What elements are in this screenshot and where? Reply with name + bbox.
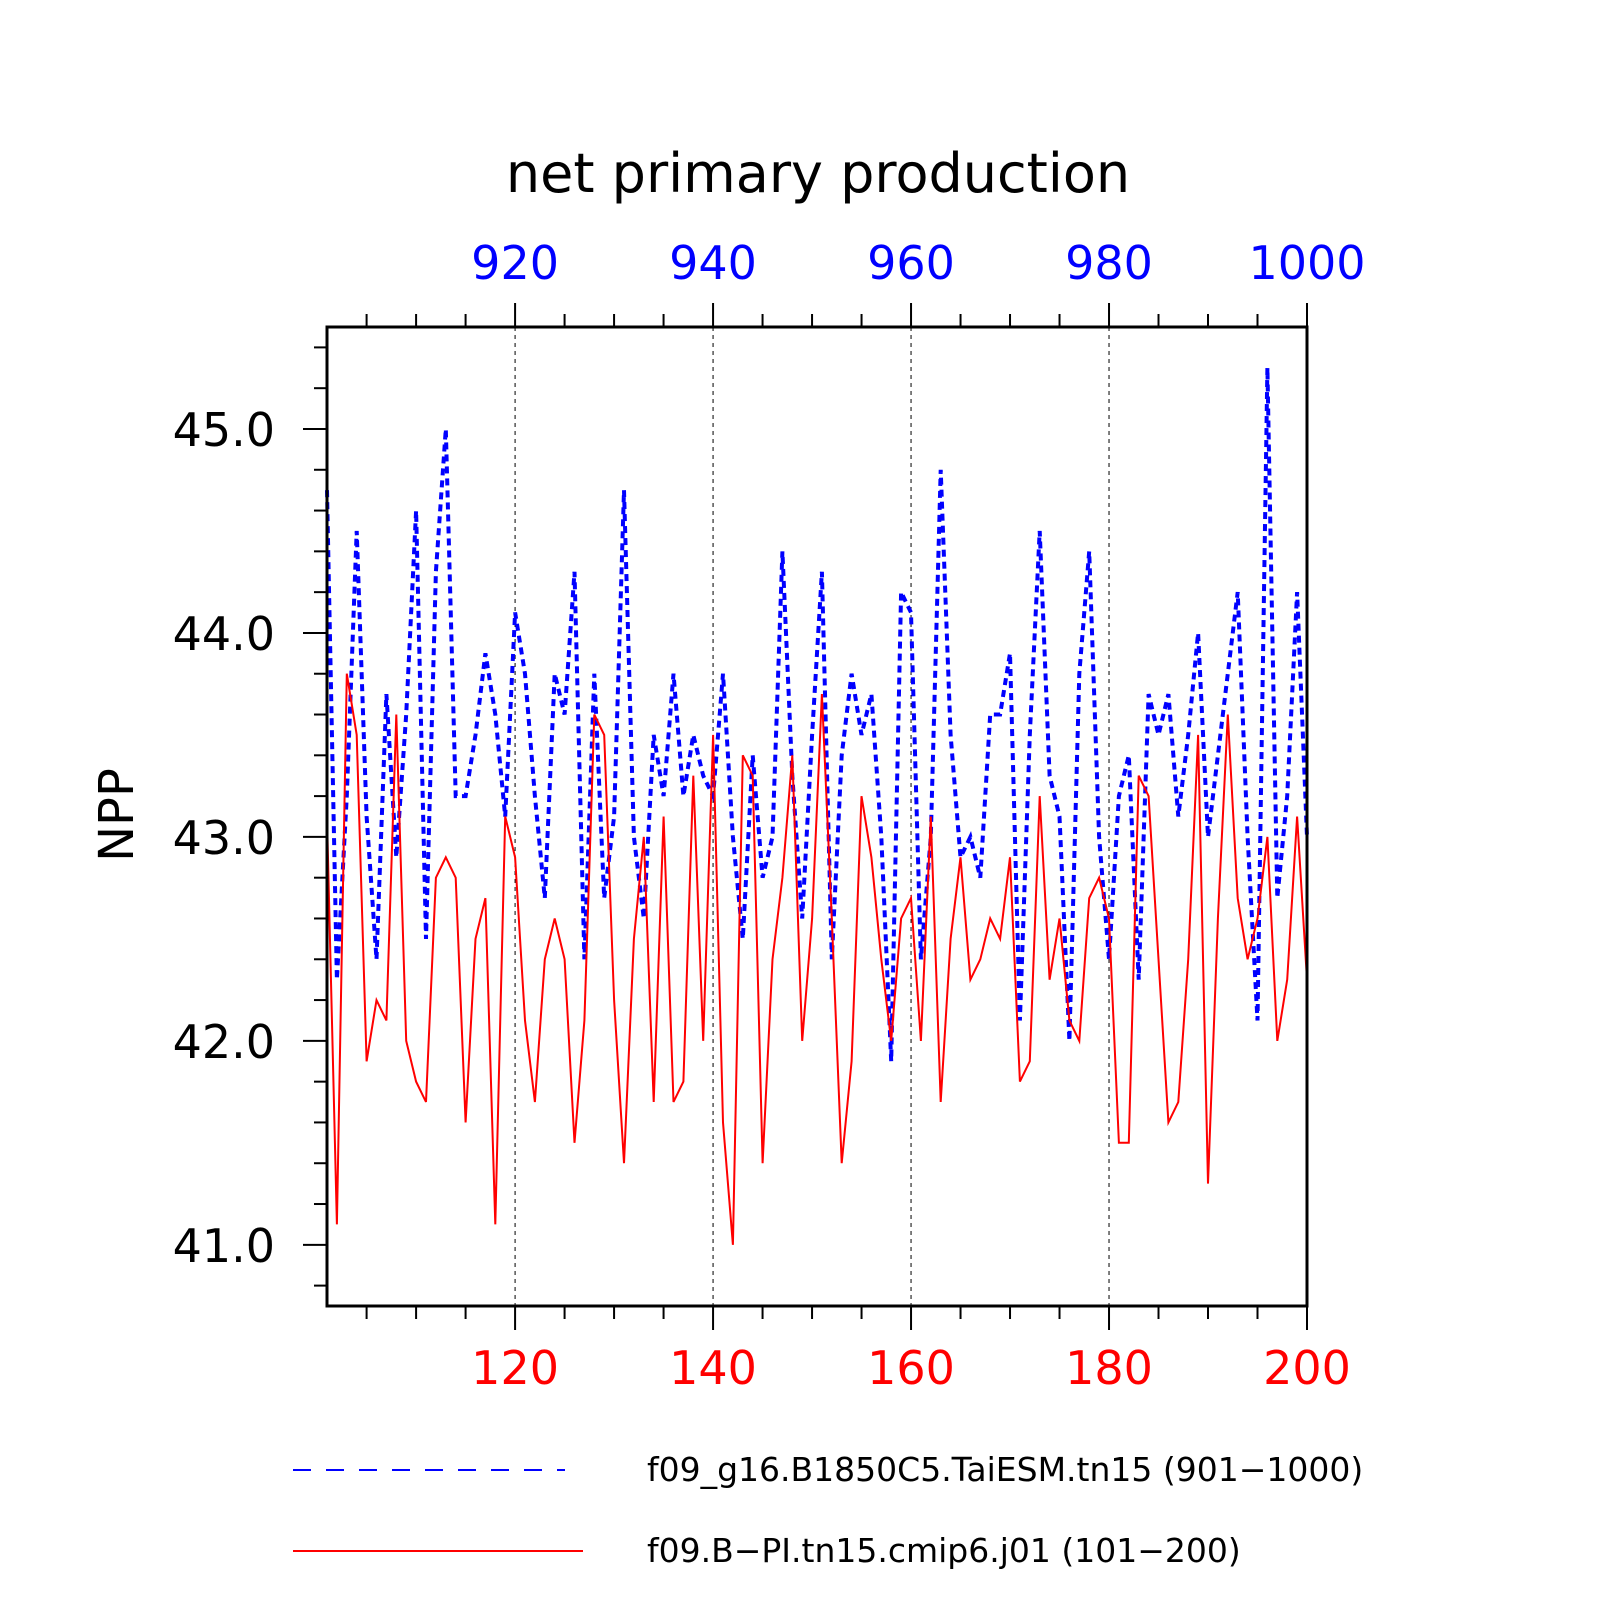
y-tick-label: 43.0 — [173, 811, 275, 865]
plot-frame-layer: 120 140 160 180 200 920 940 960 980 1000 41.0 42.0 4… — [173, 236, 1366, 1395]
x-bottom-tick-label: 180 — [1065, 1341, 1153, 1395]
chart-title: net primary production — [506, 142, 1130, 205]
x-top-tick-label: 920 — [471, 236, 559, 290]
plot-frame — [325, 325, 1309, 1308]
x-top-tick-label: 960 — [867, 236, 955, 290]
legend-label-2: f09.B−PI.tn15.cmip6.j01 (101−200) — [647, 1531, 1241, 1570]
y-tick-label: 41.0 — [173, 1219, 275, 1273]
grid-layer — [514, 327, 1110, 1306]
x-bottom-tick-label: 200 — [1263, 1341, 1351, 1395]
series-layer — [325, 367, 1309, 1245]
series-line-cmip6 — [326, 673, 1308, 1245]
y-tick-label: 45.0 — [173, 403, 275, 457]
x-bottom-tick-label: 140 — [669, 1341, 757, 1395]
x-bottom-tick-label: 120 — [471, 1341, 559, 1395]
x-top-tick-label: 940 — [669, 236, 757, 290]
legend: f09_g16.B1850C5.TaiESM.tn15 (901−1000) f0… — [293, 1450, 1363, 1570]
y-tick-label: 42.0 — [173, 1015, 275, 1069]
y-tick-label: 44.0 — [173, 607, 275, 661]
legend-label-1: f09_g16.B1850C5.TaiESM.tn15 (901−1000) — [647, 1450, 1363, 1489]
x-bottom-tick-label: 160 — [867, 1341, 955, 1395]
x-top-tick-label: 980 — [1065, 236, 1153, 290]
y-axis-label: NPP — [89, 768, 145, 862]
series-line-taiesm — [325, 367, 1309, 1062]
x-top-tick-label: 1000 — [1248, 236, 1365, 290]
